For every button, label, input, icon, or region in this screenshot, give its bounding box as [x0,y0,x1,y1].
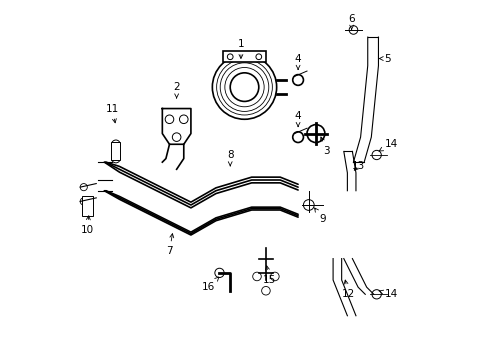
FancyBboxPatch shape [82,196,93,216]
Text: 4: 4 [294,111,301,126]
Text: 16: 16 [202,277,219,292]
Text: 14: 14 [378,139,397,151]
Text: 11: 11 [105,104,119,123]
Text: 5: 5 [378,54,390,64]
Text: 12: 12 [341,280,354,299]
Text: 7: 7 [166,234,173,256]
Text: 2: 2 [173,82,180,98]
Text: 9: 9 [314,208,325,224]
Text: 1: 1 [237,39,244,58]
Text: 15: 15 [263,266,276,285]
Text: 3: 3 [320,137,329,157]
FancyBboxPatch shape [111,143,120,160]
FancyBboxPatch shape [223,51,265,62]
Text: 13: 13 [351,161,365,171]
Text: 14: 14 [378,289,397,299]
Text: 10: 10 [81,216,94,235]
Text: 6: 6 [347,14,354,30]
Text: 8: 8 [226,150,233,166]
Text: 4: 4 [294,54,301,69]
